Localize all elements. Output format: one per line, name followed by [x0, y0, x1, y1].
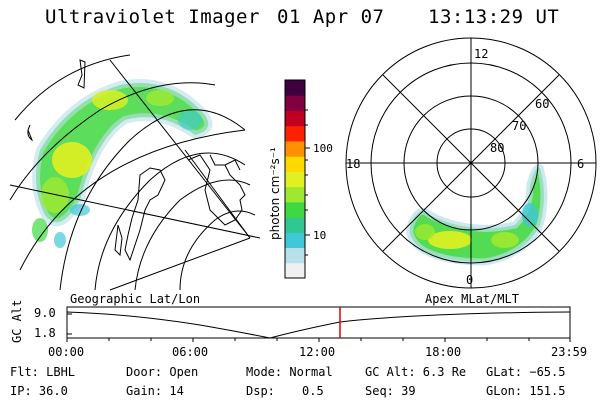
glon-info: GLon: 151.5 [486, 384, 566, 398]
colorbar: photon cm⁻²s⁻¹ 100 10 [268, 79, 333, 279]
x-tick-0000: 00:00 [48, 345, 85, 359]
date-label: 01 Apr 07 [277, 6, 385, 28]
colorbar-cell [285, 95, 305, 111]
colorbar-cell [285, 247, 305, 264]
altitude-curve [66, 311, 571, 339]
aurora-geographic [32, 79, 213, 248]
colorbar-cell [285, 125, 305, 142]
x-tick-1200: 12:00 [299, 345, 336, 359]
geographic-image [9, 54, 261, 291]
lat-label-60: 60 [535, 97, 549, 111]
page-title: Ultraviolet Imager [45, 6, 260, 28]
polar-plot: 12 6 0 18 60 70 80 [345, 37, 597, 289]
x-tick-1800: 18:00 [425, 345, 462, 359]
orbit-timeline: GC Alt [10, 300, 571, 343]
mlt-label-12: 12 [474, 47, 488, 61]
mlt-label-0: 0 [466, 273, 473, 287]
mode-info: Mode: Normal [246, 365, 333, 379]
gc-alt-info: GC Alt: 6.3 Re [365, 365, 467, 379]
geographic-grid [9, 54, 261, 291]
mlt-label-18: 18 [346, 157, 360, 171]
door-info: Door: Open [126, 365, 199, 379]
y-tick-max: 9.0 [34, 306, 56, 320]
aurora-polar [406, 164, 548, 266]
geographic-label: Geographic Lat/Lon [70, 292, 201, 306]
dsp-value: 0.5 [302, 384, 324, 398]
lat-label-80: 80 [490, 141, 504, 155]
apex-label: Apex MLat/MLT [425, 292, 519, 306]
gain-info: Gain: 14 [126, 384, 184, 398]
colorbar-cell [285, 156, 305, 172]
polar-grid [345, 37, 597, 289]
colorbar-cell [285, 80, 305, 96]
colorbar-unit: photon cm⁻²s⁻¹ [268, 147, 282, 240]
colorbar-tick-100: 100 [313, 142, 333, 155]
y-axis-label: GC Alt [10, 300, 24, 343]
lat-label-70: 70 [512, 119, 526, 133]
time-label: 13:13:29 UT [428, 6, 560, 28]
glat-info: GLat: −65.5 [486, 365, 566, 379]
ip-info: IP: 36.0 [10, 384, 68, 398]
colorbar-cell [285, 217, 305, 233]
colorbar-cell [285, 232, 305, 249]
coastlines [27, 59, 246, 262]
colorbar-tick-10: 10 [313, 229, 326, 242]
colorbar-cell [285, 262, 305, 279]
colorbar-cell [285, 140, 305, 157]
x-tick-2359: 23:59 [551, 345, 588, 359]
dsp-label: Dsp: [246, 384, 275, 398]
colorbar-cell [285, 201, 305, 218]
colorbar-cell [285, 186, 305, 203]
colorbar-cell [285, 171, 305, 188]
seq-info: Seq: 39 [365, 384, 416, 398]
filter-info: Flt: LBHL [10, 365, 76, 379]
colorbar-cell [285, 110, 305, 127]
mlt-label-6: 6 [577, 157, 584, 171]
y-tick-min: 1.8 [34, 326, 56, 340]
x-tick-0600: 06:00 [172, 345, 209, 359]
